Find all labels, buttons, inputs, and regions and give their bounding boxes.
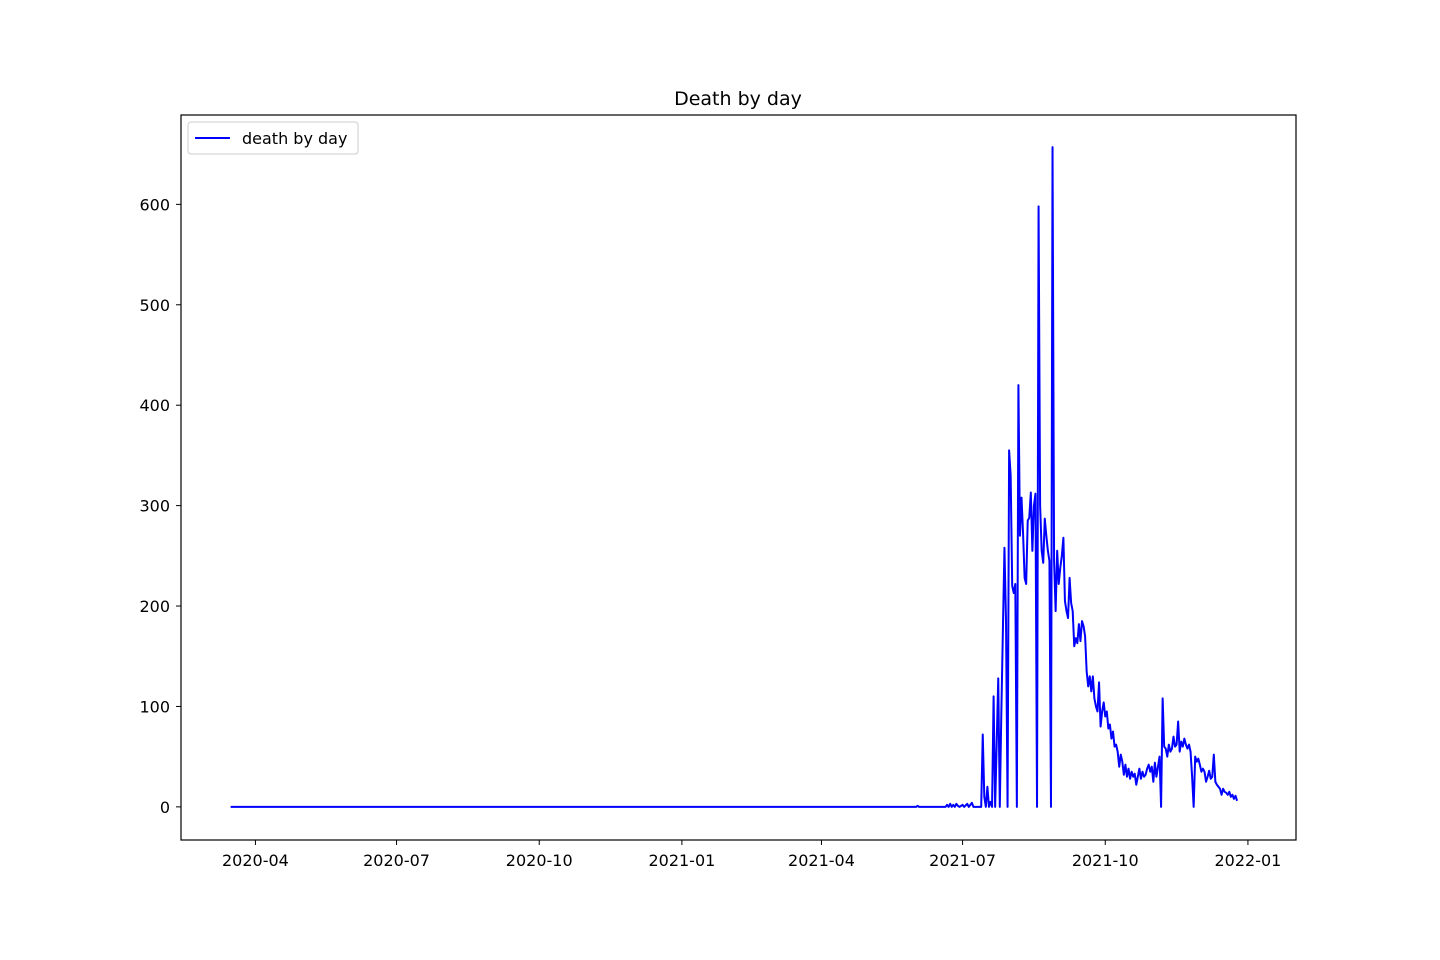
legend: death by day: [187, 121, 359, 155]
x-tick-label: 2020-04: [222, 851, 289, 870]
x-tick-label: 2021-07: [929, 851, 996, 870]
y-axis: 0 100 200 300 400 500 600: [139, 195, 181, 817]
y-tick-label: 400: [139, 396, 170, 415]
series-line-death-by-day: [230, 146, 1239, 808]
x-tick-label: 2021-04: [788, 851, 855, 870]
y-tick-label: 300: [139, 497, 170, 516]
y-tick-label: 100: [139, 697, 170, 716]
x-tick-label: 2020-07: [363, 851, 430, 870]
legend-box: [187, 121, 359, 155]
x-tick-label: 2021-10: [1072, 851, 1139, 870]
x-tick-label: 2022-01: [1214, 851, 1281, 870]
chart-title: Death by day: [674, 88, 802, 110]
axes-frame: [180, 114, 1297, 841]
y-tick-label: 500: [139, 296, 170, 315]
x-tick-label: 2021-01: [648, 851, 715, 870]
x-axis: 2020-04 2020-07 2020-10 2021-01 2021-04 2021-…: [222, 840, 1281, 870]
y-tick-label: 200: [139, 597, 170, 616]
y-tick-label: 600: [139, 195, 170, 214]
x-tick-label: 2020-10: [506, 851, 573, 870]
plot-area: [230, 146, 1239, 808]
y-tick-label: 0: [160, 798, 170, 817]
legend-label: death by day: [242, 129, 347, 148]
